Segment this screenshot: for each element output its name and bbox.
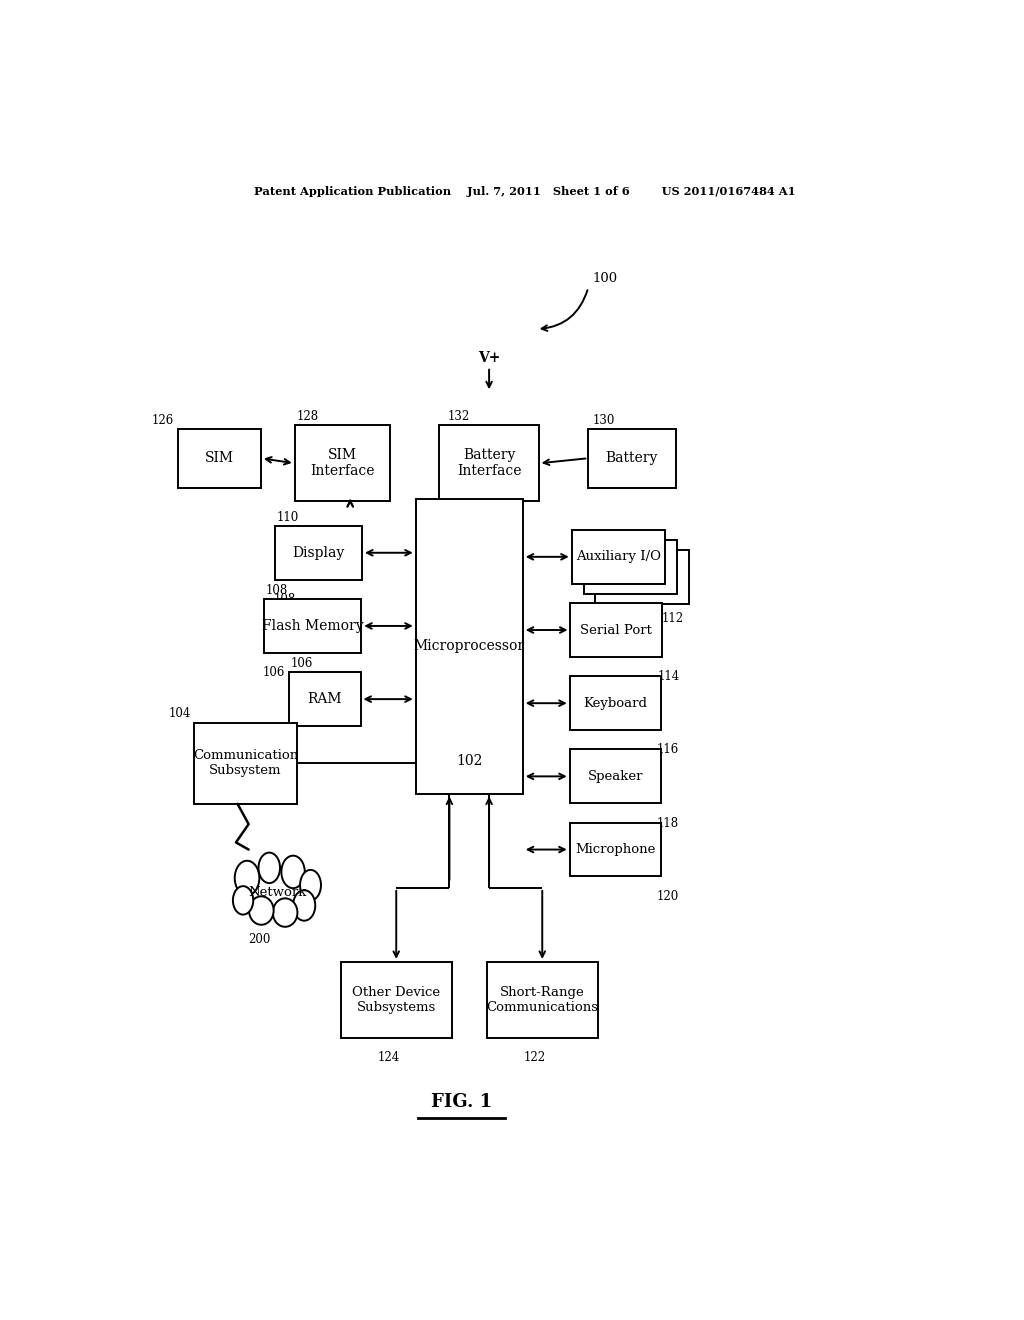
Bar bbox=[295, 425, 390, 502]
Ellipse shape bbox=[300, 870, 321, 900]
Text: Patent Application Publication    Jul. 7, 2011   Sheet 1 of 6        US 2011/016: Patent Application Publication Jul. 7, 2… bbox=[254, 186, 796, 198]
Text: V+: V+ bbox=[478, 351, 501, 364]
Text: Communication
Subsystem: Communication Subsystem bbox=[193, 750, 298, 777]
Bar bbox=[569, 676, 660, 730]
Text: 126: 126 bbox=[152, 413, 174, 426]
Text: 118: 118 bbox=[657, 817, 679, 829]
Text: 120: 120 bbox=[657, 890, 679, 903]
Text: SIM: SIM bbox=[205, 451, 233, 465]
Ellipse shape bbox=[258, 853, 280, 883]
Ellipse shape bbox=[234, 861, 259, 895]
Bar bbox=[264, 599, 361, 653]
Text: 116: 116 bbox=[657, 743, 679, 756]
Ellipse shape bbox=[293, 890, 315, 921]
Bar bbox=[177, 429, 261, 487]
Bar bbox=[341, 962, 452, 1038]
Text: Microphone: Microphone bbox=[575, 843, 655, 857]
Text: Battery
Interface: Battery Interface bbox=[457, 449, 521, 478]
Bar bbox=[588, 429, 676, 487]
Text: Battery: Battery bbox=[606, 451, 658, 465]
Text: 112: 112 bbox=[662, 612, 683, 626]
Text: 124: 124 bbox=[377, 1051, 399, 1064]
Text: Microprocessor: Microprocessor bbox=[414, 639, 525, 653]
Bar bbox=[584, 540, 677, 594]
Ellipse shape bbox=[232, 886, 253, 915]
Text: Short-Range
Communications: Short-Range Communications bbox=[486, 986, 598, 1014]
Bar bbox=[439, 425, 539, 502]
Text: Speaker: Speaker bbox=[588, 770, 643, 783]
Bar bbox=[569, 822, 660, 876]
Bar bbox=[416, 499, 523, 793]
Text: 110: 110 bbox=[276, 511, 299, 524]
Text: RAM: RAM bbox=[307, 692, 342, 706]
Text: Serial Port: Serial Port bbox=[581, 623, 652, 636]
Text: 108: 108 bbox=[266, 583, 289, 597]
Text: 128: 128 bbox=[296, 411, 318, 424]
Bar bbox=[571, 529, 666, 583]
Text: Display: Display bbox=[292, 545, 345, 560]
Bar bbox=[569, 750, 660, 804]
Bar bbox=[595, 550, 689, 605]
Text: 200: 200 bbox=[249, 933, 271, 946]
Text: Auxiliary I/O: Auxiliary I/O bbox=[575, 550, 660, 564]
Ellipse shape bbox=[272, 899, 297, 927]
Bar bbox=[486, 962, 598, 1038]
Text: 114: 114 bbox=[657, 671, 680, 684]
Text: SIM
Interface: SIM Interface bbox=[310, 449, 375, 478]
Bar bbox=[289, 672, 360, 726]
Bar bbox=[194, 722, 297, 804]
Text: 108: 108 bbox=[273, 593, 296, 606]
Text: 104: 104 bbox=[169, 708, 191, 721]
Text: 106: 106 bbox=[291, 657, 313, 671]
Text: 102: 102 bbox=[456, 754, 482, 768]
Text: 130: 130 bbox=[592, 413, 614, 426]
Text: 106: 106 bbox=[263, 667, 286, 678]
Text: Network: Network bbox=[248, 886, 306, 899]
Text: Flash Memory: Flash Memory bbox=[262, 619, 364, 634]
Bar bbox=[570, 603, 662, 657]
Text: 100: 100 bbox=[592, 272, 617, 285]
Text: 122: 122 bbox=[523, 1051, 546, 1064]
Text: 132: 132 bbox=[447, 411, 470, 424]
Ellipse shape bbox=[282, 855, 305, 888]
Text: Other Device
Subsystems: Other Device Subsystems bbox=[352, 986, 440, 1014]
Text: Keyboard: Keyboard bbox=[584, 697, 647, 710]
Text: FIG. 1: FIG. 1 bbox=[431, 1093, 492, 1110]
Ellipse shape bbox=[249, 896, 273, 925]
Bar bbox=[274, 525, 362, 579]
